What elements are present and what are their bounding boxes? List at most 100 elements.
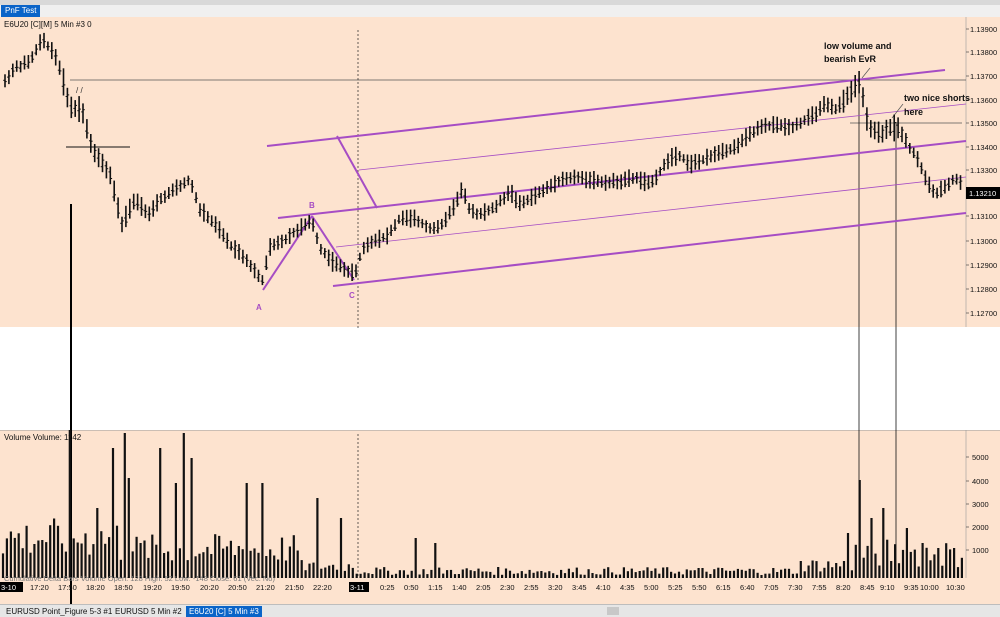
volume-bar [791,573,794,578]
volume-bar [379,569,382,578]
volume-bar [359,573,362,578]
volume-bar [846,533,850,578]
point-a-label: A [256,303,262,312]
volume-bar [80,543,83,578]
volume-bar [461,569,464,578]
volume-bar [560,569,563,578]
volume-bar [599,574,602,578]
time-axis-label: 3:45 [572,583,587,592]
volume-bar [689,570,692,578]
volume-bar [937,548,940,578]
volume-bar [571,572,574,578]
volume-bar [155,544,158,578]
volume-bar [402,570,405,578]
time-axis-label: 4:10 [596,583,611,592]
time-axis-label: 10:30 [946,583,965,592]
volume-bar [591,573,594,578]
volume-bar [862,557,865,578]
volume-bar [21,548,24,578]
volume-bar [634,572,637,578]
volume-bar [29,552,32,578]
volume-bar [41,540,44,578]
volume-bar [320,568,323,578]
volume-bar [206,546,209,578]
bottom-tab-e6u20-5min[interactable]: E6U20 [C] 5 Min #3 [186,606,262,617]
bottom-tab-eurusd-pnf[interactable]: EURUSD Point_Figure 5-3 #1 [6,607,113,616]
volume-bar [811,560,814,578]
volume-bar [115,525,119,578]
volume-bar [135,536,138,578]
volume-bar [406,574,409,578]
volume-bar [253,548,256,578]
time-axis-label: 7:30 [788,583,803,592]
volume-bar [1,553,5,578]
volume-bar [839,566,842,578]
volume-bar [552,573,555,578]
volume-bar [878,565,881,578]
volume-bar [831,567,834,578]
volume-bar [9,531,12,578]
volume-bar [528,569,531,578]
volume-bar [799,561,802,578]
volume-bar [544,572,547,578]
time-axis-label: 9:10 [880,583,895,592]
volume-bar [882,508,885,578]
volume-bar [866,545,869,578]
volume-bar [854,544,857,578]
volume-bar [17,533,20,578]
volume-bar [780,569,783,578]
app-tab-pnf-test[interactable]: PnF Test [1,5,41,17]
volume-bar [237,546,240,578]
volume-bar [752,569,755,578]
volume-bar [768,573,771,578]
volume-bar [512,573,515,578]
point-b-label: B [309,201,315,210]
volume-bar [658,573,661,578]
time-axis-label: 10:00 [920,583,939,592]
volume-bar [913,549,916,578]
price-axis-label: 1.12800 [970,285,997,294]
volume-axis: 5000 4000 3000 2000 1000 [966,453,989,555]
volume-bar [300,560,303,578]
volume-bar [269,549,272,578]
volume-bar [524,573,527,578]
volume-bar [186,560,189,578]
volume-bar [190,458,193,578]
price-axis-label: 1.13300 [970,166,997,175]
volume-bar [748,568,751,578]
volume-bar [520,571,523,578]
volume-axis-label: 5000 [972,453,989,462]
time-axis-label: 5:25 [668,583,683,592]
bottom-tab-eurusd-5min[interactable]: EURUSD 5 Min #2 [115,607,182,616]
volume-bar [261,483,264,578]
channel-connector-line [336,135,378,209]
time-axis-label: 8:20 [836,583,851,592]
volume-bar [104,543,107,578]
chart-area[interactable]: 1.13210 1.139001.138001.137001.136001.13… [0,17,1000,607]
volume-bar [371,574,374,578]
volume-bar [233,555,236,578]
volume-bar [497,567,500,578]
price-axis-label: 1.12900 [970,261,997,270]
volume-bar [874,553,877,578]
volume-bar [740,569,743,578]
volume-bar [473,571,476,578]
volume-bar [736,568,739,578]
volume-bar [807,565,810,578]
volume-axis-label: 2000 [972,523,989,532]
price-axis-label: 1.13400 [970,143,997,152]
volume-bar [92,544,95,578]
volume-bar [886,539,889,578]
volume-bar [335,569,339,578]
volume-bar [772,568,775,578]
horizontal-scrollbar-thumb[interactable] [607,607,619,615]
volume-bar [744,570,747,578]
volume-bar [615,574,618,578]
volume-bar [355,573,358,578]
volume-bar [642,570,645,578]
volume-bar [174,483,177,578]
volume-bar [481,571,484,578]
cumulative-delta-info: Cumulative Delta Bars Volume Open: 128 H… [4,574,275,583]
volume-bar [284,560,288,578]
volume-bar [414,538,417,578]
